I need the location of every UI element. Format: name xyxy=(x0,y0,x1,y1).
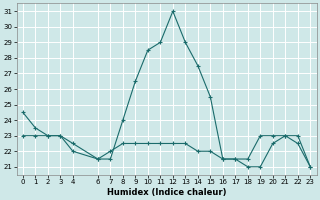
X-axis label: Humidex (Indice chaleur): Humidex (Indice chaleur) xyxy=(107,188,226,197)
